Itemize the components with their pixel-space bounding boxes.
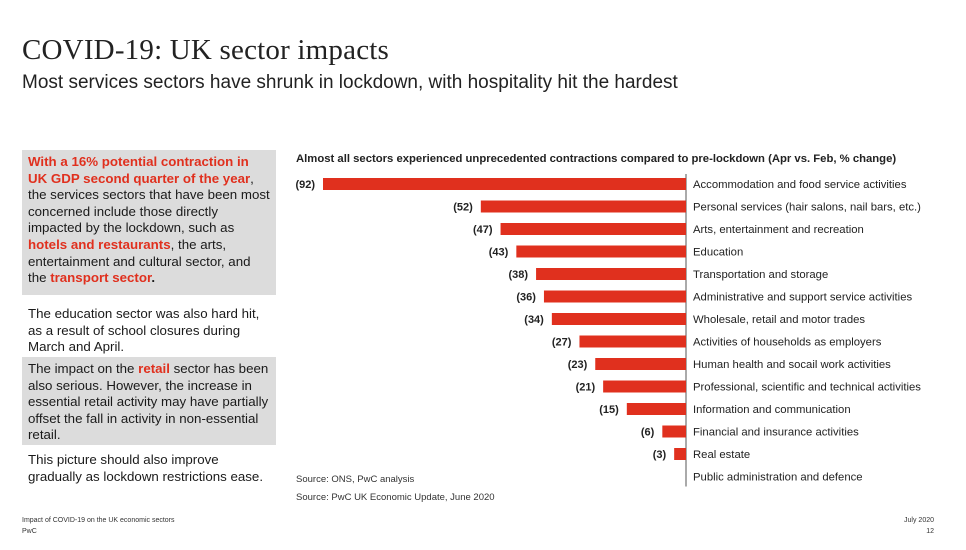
bar (480, 200, 686, 213)
footer-document-title: Impact of COVID-19 on the UK economic se… (22, 517, 175, 524)
footer-page-number: 12 (926, 528, 934, 535)
value-label: (34) (524, 314, 544, 326)
category-label: Public administration and defence (693, 472, 863, 484)
value-label: (47) (473, 224, 493, 236)
retail-highlight-box: The impact on the retail sector has been… (22, 357, 276, 445)
category-label: Administrative and support service activ… (693, 292, 912, 304)
hotels-restaurants-highlight: hotels and restaurants (28, 236, 171, 252)
chart-title: Almost all sectors experienced unprecede… (296, 153, 897, 165)
footer-date: July 2020 (904, 517, 934, 524)
value-label: (23) (568, 359, 588, 371)
value-label: (27) (552, 337, 572, 349)
page-title: COVID-19: UK sector impacts (22, 34, 390, 66)
category-label: Professional, scientific and technical a… (693, 382, 921, 394)
bar (626, 403, 686, 415)
summary-text-2: , the arts, entertainment and cultural s… (28, 236, 251, 286)
bar (543, 290, 686, 303)
category-label: Transportation and storage (693, 269, 828, 281)
retail-text-2: sector has been also serious. However, t… (28, 361, 269, 443)
bar (603, 380, 686, 393)
category-label: Personal services (hair salons, nail bar… (693, 202, 921, 214)
value-label: (15) (599, 404, 619, 416)
value-label: (38) (509, 269, 529, 281)
category-label: Real estate (693, 449, 750, 461)
value-label: (92) (295, 179, 315, 191)
bar (674, 448, 686, 460)
value-label: (43) (489, 247, 509, 259)
category-label: Arts, entertainment and recreation (693, 224, 864, 236)
summary-text-1: , the services sectors that have been mo… (28, 170, 270, 236)
category-label: Financial and insurance activities (693, 427, 859, 439)
category-label: Education (693, 247, 743, 259)
bar (595, 358, 686, 370)
retail-text-1: The impact on the (28, 361, 139, 376)
bar (662, 425, 686, 438)
bar (551, 313, 686, 325)
category-label: Activities of households as employers (693, 337, 882, 349)
category-label: Accommodation and food service activitie… (693, 179, 907, 191)
page-subtitle: Most services sectors have shrunk in loc… (22, 72, 678, 93)
bar (579, 335, 686, 348)
value-label: (3) (653, 449, 667, 461)
value-label: (52) (453, 202, 473, 214)
summary-text-3: . (151, 270, 156, 286)
education-paragraph: The education sector was also hard hit, … (28, 306, 260, 355)
retail-highlight: retail (138, 361, 170, 376)
gdp-contraction-highlight: With a 16% potential contraction in UK G… (28, 154, 251, 186)
bar (500, 223, 686, 235)
category-label: Human health and socail work activities (693, 359, 891, 371)
source-note-ons: Source: ONS, PwC analysis (296, 474, 415, 485)
value-label: (36) (516, 292, 536, 304)
source-note-pwc: Source: PwC UK Economic Update, June 202… (296, 492, 495, 503)
value-label: (6) (641, 427, 655, 439)
summary-highlight-box: With a 16% potential contraction in UK G… (22, 150, 276, 295)
category-label: Wholesale, retail and motor trades (693, 314, 865, 326)
footer-company: PwC (22, 528, 37, 535)
category-label: Information and communication (693, 404, 851, 416)
value-label: (21) (576, 382, 596, 394)
transport-sector-highlight: transport sector (50, 270, 152, 286)
bar (516, 245, 686, 258)
outlook-paragraph: This picture should also improve gradual… (28, 452, 264, 484)
bar (536, 268, 686, 280)
bar (323, 178, 686, 190)
